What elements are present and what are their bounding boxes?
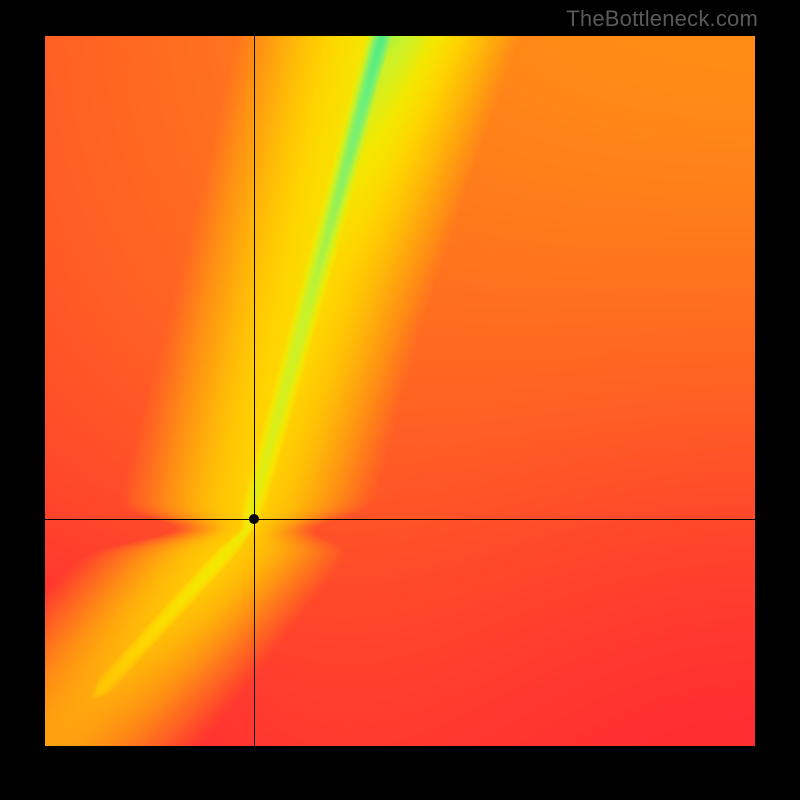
- plot-area: [45, 36, 755, 746]
- crosshair-point: [249, 514, 259, 524]
- root: TheBottleneck.com: [0, 0, 800, 800]
- watermark-text: TheBottleneck.com: [566, 6, 758, 32]
- crosshair-vertical: [254, 36, 255, 746]
- heatmap-canvas: [45, 36, 755, 746]
- crosshair-horizontal: [45, 519, 755, 520]
